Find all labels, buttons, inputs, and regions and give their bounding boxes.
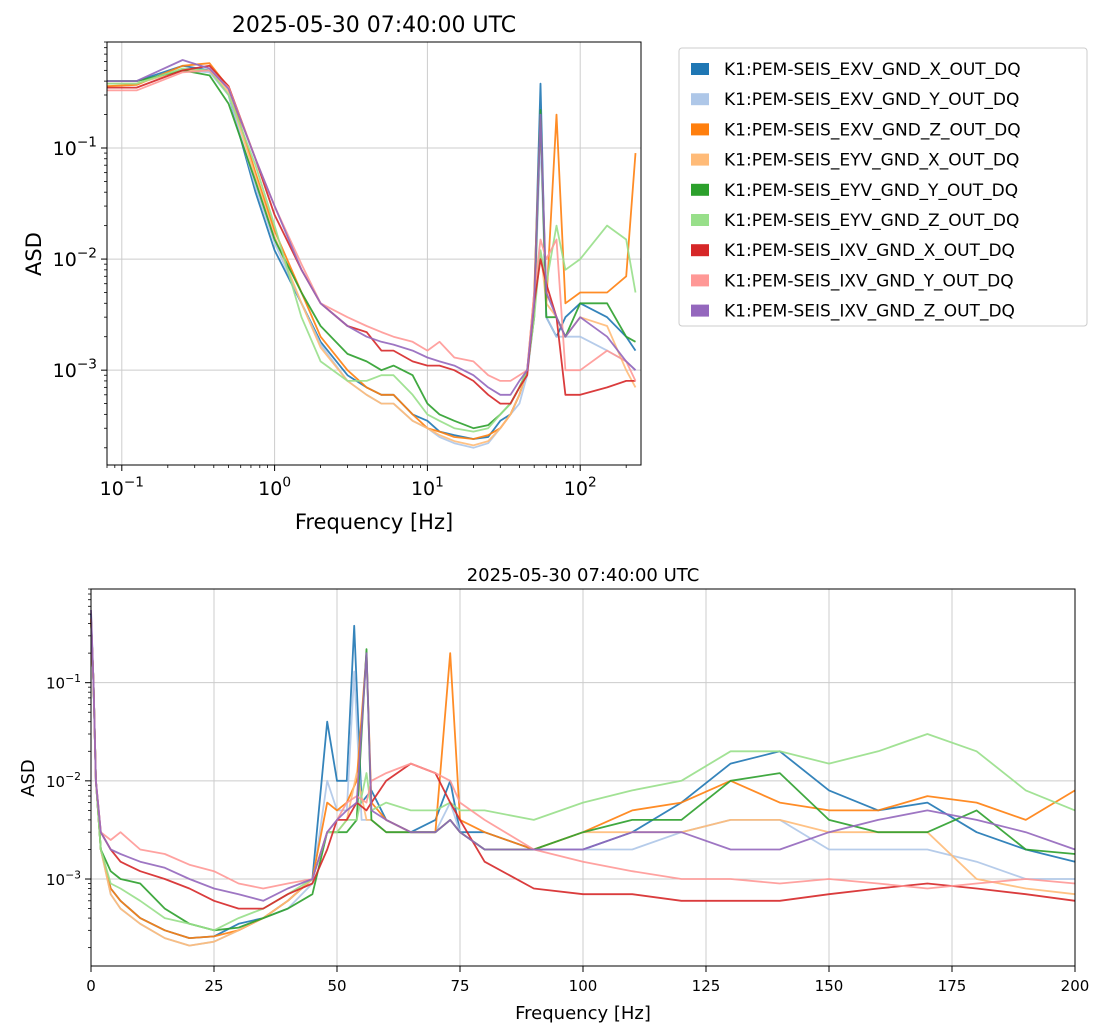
- top-chart-xlabel: Frequency [Hz]: [295, 510, 453, 534]
- bottom-chart-ticks: 0 25 50 75 100 125 150 175 200 10−3 10−2 10−1: [46, 588, 1090, 995]
- legend-swatch: [691, 304, 709, 317]
- legend-swatch: [691, 153, 709, 166]
- bottom-x-tick-label: 25: [204, 977, 223, 995]
- bottom-x-tick-label: 50: [327, 977, 346, 995]
- legend: K1:PEM-SEIS_EXV_GND_X_OUT_DQ K1:PEM-SEIS_…: [678, 47, 1088, 327]
- legend-swatch: [691, 214, 709, 226]
- bottom-x-tick-label: 100: [569, 977, 598, 995]
- bottom-y-tick-label: 10−2: [46, 770, 81, 791]
- top-series-line-3: [106, 62, 637, 440]
- top-chart-grid: [107, 42, 641, 465]
- legend-entry-label: K1:PEM-SEIS_EYV_GND_Y_OUT_DQ: [724, 181, 1018, 201]
- top-series-line-6: [107, 67, 637, 433]
- top-series-line-5: [107, 69, 636, 430]
- bottom-chart-plot-frame: [90, 588, 1076, 967]
- top-chart-ylabel: ASD: [22, 232, 46, 276]
- legend-swatch: [691, 244, 709, 257]
- top-y-tick-label: 10−2: [53, 246, 97, 272]
- top-y-tick-label: 10−1: [53, 134, 97, 160]
- top-chart-series: [106, 59, 637, 449]
- top-series-line-9: [107, 59, 637, 396]
- bottom-x-tick-label: 150: [815, 977, 844, 995]
- bottom-chart-title: 2025-05-30 07:40:00 UTC: [467, 565, 700, 586]
- legend-entry-label: K1:PEM-SEIS_IXV_GND_Z_OUT_DQ: [724, 302, 1015, 322]
- bottom-chart-series: [90, 609, 1076, 947]
- bottom-series-line-9: [90, 609, 1076, 902]
- legend-swatch: [691, 123, 709, 136]
- bottom-chart-ylabel: ASD: [18, 759, 39, 797]
- top-chart-ticks: 10−1 100 101 102 10−3 10−2 10−1: [53, 41, 627, 500]
- legend-entry-label: K1:PEM-SEIS_EYV_GND_Z_OUT_DQ: [724, 211, 1019, 231]
- legend-swatch: [691, 274, 709, 287]
- top-chart-plot-frame: [106, 41, 642, 466]
- legend-entry-label: K1:PEM-SEIS_IXV_GND_X_OUT_DQ: [724, 241, 1015, 261]
- top-series-line-2: [107, 69, 637, 449]
- legend-entry-label: K1:PEM-SEIS_IXV_GND_Y_OUT_DQ: [724, 271, 1014, 291]
- top-chart: 2025-05-30 07:40:00 UTC Frequency [Hz] A…: [22, 13, 642, 534]
- top-y-tick-label: 10−3: [53, 357, 97, 383]
- bottom-series-line-7: [90, 618, 1076, 910]
- bottom-y-tick-label: 10−3: [46, 868, 81, 889]
- bottom-series-line-8: [90, 618, 1076, 890]
- legend-entry-label: K1:PEM-SEIS_EXV_GND_X_OUT_DQ: [724, 60, 1021, 80]
- legend-entry-label: K1:PEM-SEIS_EXV_GND_Z_OUT_DQ: [724, 120, 1021, 140]
- top-x-tick-label: 101: [411, 474, 444, 500]
- legend-entries: K1:PEM-SEIS_EXV_GND_X_OUT_DQ K1:PEM-SEIS_…: [691, 60, 1021, 322]
- bottom-series-line-4: [90, 618, 1076, 947]
- legend-swatch: [691, 63, 709, 75]
- legend-entry-label: K1:PEM-SEIS_EYV_GND_X_OUT_DQ: [724, 151, 1019, 171]
- legend-box: [678, 47, 1088, 327]
- bottom-chart-xlabel: Frequency [Hz]: [515, 1003, 651, 1024]
- bottom-x-tick-label: 200: [1061, 977, 1090, 995]
- top-x-tick-label: 10−1: [100, 474, 144, 500]
- legend-swatch: [691, 93, 709, 106]
- legend-entry-label: K1:PEM-SEIS_EXV_GND_Y_OUT_DQ: [724, 90, 1019, 110]
- legend-swatch: [691, 183, 709, 196]
- bottom-x-tick-label: 125: [692, 977, 721, 995]
- bottom-x-tick-label: 0: [86, 977, 96, 995]
- bottom-x-tick-label: 75: [450, 977, 469, 995]
- top-chart-title: 2025-05-30 07:40:00 UTC: [232, 13, 516, 38]
- top-x-tick-label: 102: [564, 474, 597, 500]
- bottom-y-tick-label: 10−1: [46, 672, 81, 693]
- bottom-x-tick-label: 175: [938, 977, 967, 995]
- top-x-tick-label: 100: [258, 474, 291, 500]
- bottom-chart: 2025-05-30 07:40:00 UTC Frequency [Hz] A…: [18, 565, 1089, 1024]
